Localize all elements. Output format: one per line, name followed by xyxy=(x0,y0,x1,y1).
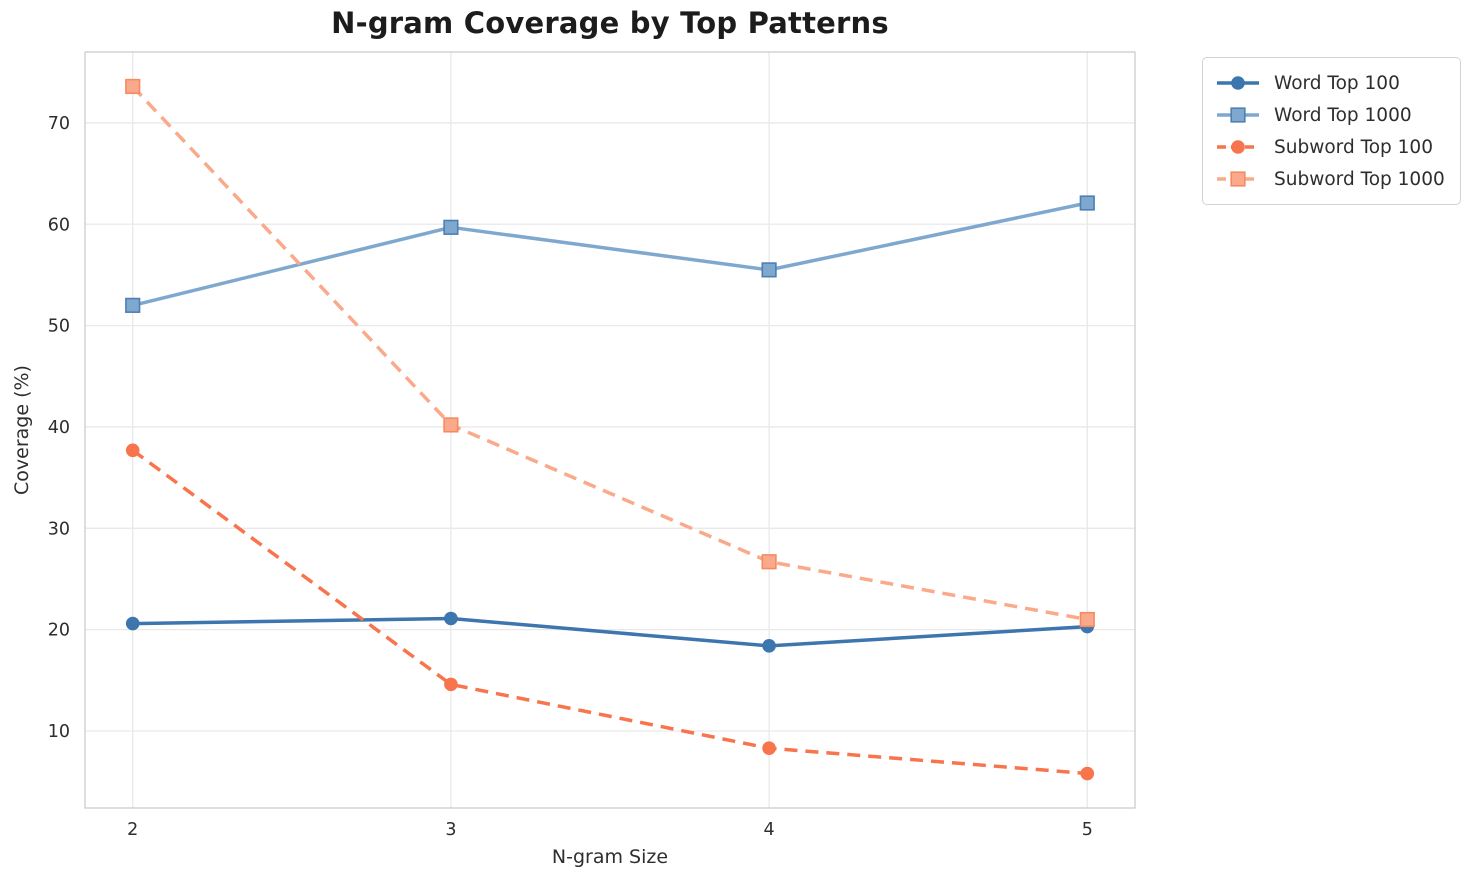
y-tick-label-40: 40 xyxy=(48,418,70,438)
y-tick-label-60: 60 xyxy=(48,215,70,235)
marker-subword-top-1000-x3 xyxy=(443,417,459,433)
legend-swatch-subword-top-100 xyxy=(1217,140,1259,154)
x-tick-label-3: 3 xyxy=(445,820,456,840)
legend-marker-subword-top-100 xyxy=(1231,140,1245,154)
legend-label-word-top-1000: Word Top 1000 xyxy=(1274,104,1412,126)
legend-item-subword-top-1000: Subword Top 1000 xyxy=(1215,165,1445,193)
marker-subword-top-100-x2 xyxy=(125,443,140,458)
marker-word-top-100-x3 xyxy=(444,611,458,626)
marker-word-top-1000-x5 xyxy=(1079,195,1095,211)
y-tick-label-10: 10 xyxy=(48,722,70,742)
marker-subword-top-1000-x2 xyxy=(125,78,141,95)
y-axis-label: Coverage (%) xyxy=(11,365,33,495)
series-line-subword-top-1000 xyxy=(131,85,1088,622)
legend-marker-word-top-100 xyxy=(1231,76,1245,90)
y-tick-label-50: 50 xyxy=(48,317,70,337)
marker-word-top-100-x2 xyxy=(125,616,140,631)
legend-label-subword-top-100: Subword Top 100 xyxy=(1274,136,1433,158)
legend-marker-word-top-1000 xyxy=(1230,107,1246,123)
legend-swatch-word-top-100 xyxy=(1217,76,1259,90)
legend-label-word-top-100: Word Top 100 xyxy=(1274,72,1400,94)
y-tick-label-70: 70 xyxy=(48,114,70,134)
series-line-word-top-1000 xyxy=(132,201,1088,308)
x-axis-label: N-gram Size xyxy=(551,846,669,868)
legend-marker-subword-top-1000 xyxy=(1230,171,1246,187)
legend: Word Top 100 Word Top 1000 Subword Top 100… xyxy=(1202,57,1461,205)
x-tick-label-2: 2 xyxy=(127,820,138,840)
marker-subword-top-100-x3 xyxy=(444,677,458,692)
marker-word-top-1000-x2 xyxy=(125,297,141,313)
x-tick-label-5: 5 xyxy=(1082,820,1093,840)
marker-word-top-1000-x3 xyxy=(443,219,459,235)
y-tick-label-30: 30 xyxy=(48,519,70,539)
series-line-word-top-100 xyxy=(132,616,1088,648)
axes-box xyxy=(84,51,1136,809)
series-line-subword-top-100 xyxy=(131,448,1088,776)
marker-subword-top-1000-x5 xyxy=(1079,611,1095,628)
legend-swatch-subword-top-1000 xyxy=(1217,171,1259,187)
legend-item-subword-top-100: Subword Top 100 xyxy=(1215,133,1445,161)
marker-subword-top-1000-x4 xyxy=(761,554,777,570)
marker-word-top-100-x4 xyxy=(762,639,776,653)
marker-word-top-1000-x4 xyxy=(761,262,777,278)
chart-title: N-gram Coverage by Top Patterns xyxy=(331,6,889,40)
x-tick-label-4: 4 xyxy=(764,820,775,840)
y-tick-label-20: 20 xyxy=(48,621,70,641)
marker-subword-top-100-x4 xyxy=(762,741,776,756)
legend-item-word-top-100: Word Top 100 xyxy=(1215,69,1445,97)
legend-swatch-word-top-1000 xyxy=(1217,107,1259,123)
marker-subword-top-100-x5 xyxy=(1080,766,1095,781)
legend-item-word-top-1000: Word Top 1000 xyxy=(1215,101,1445,129)
legend-label-subword-top-1000: Subword Top 1000 xyxy=(1274,168,1445,190)
